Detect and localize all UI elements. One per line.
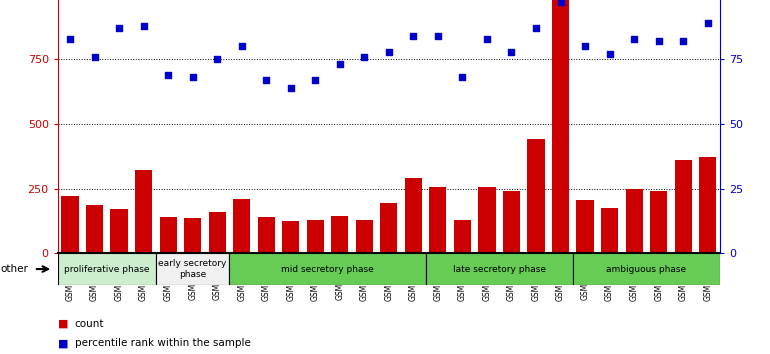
Point [604, 51, 616, 57]
Point [432, 33, 444, 39]
Point [285, 85, 297, 91]
Bar [306, 219, 324, 253]
Bar [209, 212, 226, 253]
Point [383, 49, 395, 55]
Text: other: other [1, 264, 28, 274]
Text: ambiguous phase: ambiguous phase [606, 264, 686, 274]
Point [480, 36, 493, 41]
Bar [573, 253, 720, 285]
Text: proliferative phase: proliferative phase [64, 264, 149, 274]
Bar [159, 217, 176, 253]
Point [64, 36, 76, 41]
Text: ■: ■ [58, 338, 69, 348]
Point [554, 0, 567, 5]
Bar [156, 253, 229, 285]
Text: percentile rank within the sample: percentile rank within the sample [75, 338, 250, 348]
Bar [110, 209, 128, 253]
Bar [650, 191, 668, 253]
Bar [503, 191, 520, 253]
Text: ■: ■ [58, 319, 69, 329]
Bar [552, 0, 569, 253]
Bar [258, 217, 275, 253]
Bar [625, 188, 643, 253]
Point [530, 25, 542, 31]
Bar [233, 199, 250, 253]
Point [457, 75, 469, 80]
Bar [426, 253, 573, 285]
Bar [229, 253, 426, 285]
Text: mid secretory phase: mid secretory phase [281, 264, 374, 274]
Point [186, 75, 199, 80]
Bar [527, 139, 544, 253]
Point [113, 25, 126, 31]
Point [358, 54, 370, 59]
Point [211, 56, 223, 62]
Text: early secretory
phase: early secretory phase [159, 259, 227, 279]
Bar [699, 158, 716, 253]
Bar [184, 218, 201, 253]
Point [137, 23, 149, 29]
Bar [356, 219, 373, 253]
Bar [380, 203, 397, 253]
Bar [478, 187, 496, 253]
Point [260, 77, 273, 83]
Bar [430, 187, 447, 253]
Point [677, 38, 689, 44]
Point [309, 77, 321, 83]
Point [652, 38, 665, 44]
Point [579, 44, 591, 49]
Bar [86, 205, 103, 253]
Point [505, 49, 517, 55]
Bar [405, 178, 422, 253]
Bar [675, 160, 691, 253]
Point [89, 54, 101, 59]
Bar [62, 196, 79, 253]
Point [236, 44, 248, 49]
Bar [135, 170, 152, 253]
Text: late secretory phase: late secretory phase [453, 264, 546, 274]
Point [628, 36, 641, 41]
Point [407, 33, 420, 39]
Bar [58, 253, 156, 285]
Point [162, 72, 174, 78]
Bar [454, 219, 471, 253]
Text: count: count [75, 319, 104, 329]
Bar [331, 216, 348, 253]
Point [333, 62, 346, 67]
Bar [601, 208, 618, 253]
Bar [282, 221, 300, 253]
Point [701, 20, 714, 26]
Bar [577, 200, 594, 253]
